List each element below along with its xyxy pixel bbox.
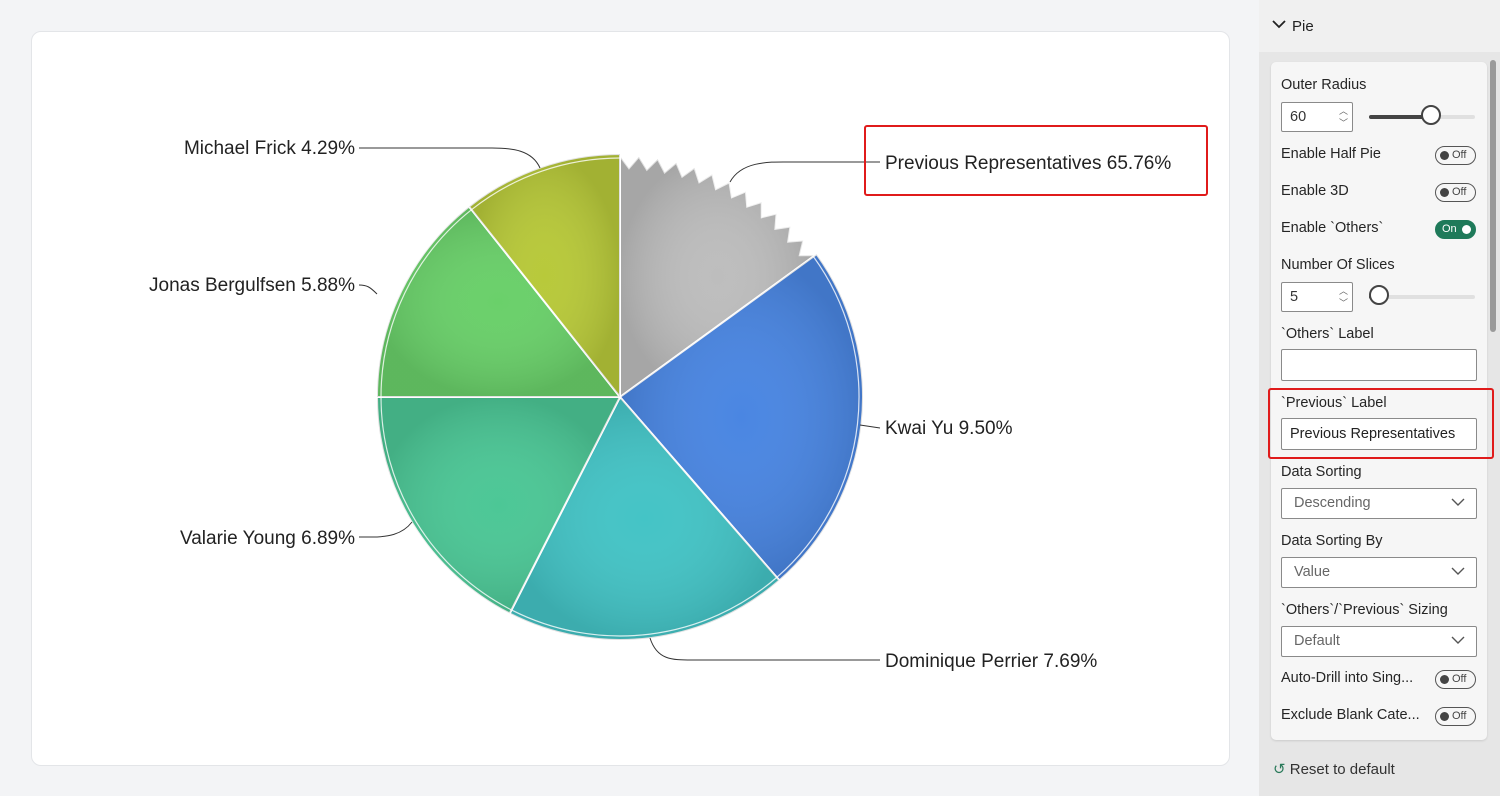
number-of-slices-value: 5 — [1290, 289, 1299, 305]
exclude-blank-toggle[interactable]: Off — [1435, 707, 1476, 726]
others-label-input[interactable] — [1281, 349, 1477, 381]
enable-others-label: Enable `Others` — [1281, 220, 1384, 236]
highlight-previous-label-setting — [1268, 388, 1494, 459]
number-of-slices-slider[interactable] — [1369, 285, 1475, 305]
data-sorting-dropdown[interactable]: Descending — [1281, 488, 1477, 519]
outer-radius-value: 60 — [1290, 109, 1307, 125]
enable-half-pie-label: Enable Half Pie — [1281, 146, 1381, 162]
slice-rim — [380, 209, 472, 398]
data-sorting-by-dropdown[interactable]: Value — [1281, 557, 1477, 588]
others-label-label: `Others` Label — [1281, 326, 1374, 342]
enable-others-toggle[interactable]: On — [1435, 220, 1476, 239]
slice-rim — [511, 576, 778, 637]
reset-icon: ↺ — [1273, 761, 1286, 778]
enable-3d-toggle[interactable]: Off — [1435, 183, 1476, 202]
sizing-label: `Others`/`Previous` Sizing — [1281, 602, 1448, 618]
slice-rim — [471, 157, 621, 211]
leader-michael-frick — [359, 147, 541, 169]
auto-drill-label: Auto-Drill into Sing... — [1281, 670, 1414, 686]
slider-thumb[interactable] — [1369, 285, 1389, 305]
auto-drill-toggle[interactable]: Off — [1435, 670, 1476, 689]
outer-radius-label: Outer Radius — [1281, 77, 1367, 93]
label-michael-frick: Michael Frick 4.29% — [184, 138, 355, 159]
section-title: Pie — [1292, 18, 1314, 35]
enable-half-pie-toggle[interactable]: Off — [1435, 146, 1476, 165]
outer-radius-slider[interactable] — [1369, 105, 1475, 125]
chevron-down-icon — [1451, 498, 1465, 506]
label-valarie-young: Valarie Young 6.89% — [180, 528, 355, 549]
spinner-icon[interactable]: ︿ ﹀ — [1338, 286, 1348, 308]
data-sorting-by-label: Data Sorting By — [1281, 533, 1383, 549]
data-sorting-label: Data Sorting — [1281, 464, 1362, 480]
chevron-down-icon — [1451, 636, 1465, 644]
label-jonas-bergulfsen: Jonas Bergulfsen 5.88% — [149, 275, 355, 296]
leader-kwai-yu — [859, 424, 881, 429]
exclude-blank-label: Exclude Blank Cate... — [1281, 707, 1420, 723]
section-header-pie[interactable]: Pie — [1259, 0, 1500, 52]
leader-dominique-perrier — [649, 637, 880, 661]
sizing-dropdown[interactable]: Default — [1281, 626, 1477, 657]
previous-label-input[interactable]: Previous Representatives — [1281, 418, 1477, 450]
number-of-slices-input[interactable]: 5 ︿ ﹀ — [1281, 282, 1353, 312]
enable-3d-label: Enable 3D — [1281, 183, 1349, 199]
pane-scrollbar[interactable] — [1490, 60, 1496, 332]
leader-jonas-bergulfsen — [358, 284, 378, 295]
spinner-icon[interactable]: ︿ ﹀ — [1338, 106, 1348, 128]
reset-to-default-button[interactable]: ↺ Reset to default — [1273, 761, 1395, 778]
label-kwai-yu: Kwai Yu 9.50% — [885, 418, 1013, 439]
slider-thumb[interactable] — [1420, 105, 1441, 125]
label-dominique-perrier: Dominique Perrier 7.69% — [885, 651, 1097, 672]
format-pane: Pie Outer Radius 60 ︿ ﹀ Enable Half Pie Of… — [1259, 0, 1500, 796]
label-previous-representatives: Previous Representatives 65.76% — [885, 153, 1171, 174]
chevron-down-icon — [1272, 20, 1286, 29]
chevron-down-icon — [1451, 567, 1465, 575]
leader-previous-representatives — [729, 161, 880, 183]
slice-rim — [776, 256, 860, 578]
number-of-slices-label: Number Of Slices — [1281, 257, 1395, 273]
highlight-previous-label — [864, 125, 1208, 196]
pie-settings-card: Outer Radius 60 ︿ ﹀ Enable Half Pie Off En… — [1271, 62, 1487, 740]
slice-rim — [380, 396, 512, 611]
leader-valarie-young — [359, 521, 413, 538]
previous-label-label: `Previous` Label — [1281, 395, 1387, 411]
outer-radius-input[interactable]: 60 ︿ ﹀ — [1281, 102, 1353, 132]
